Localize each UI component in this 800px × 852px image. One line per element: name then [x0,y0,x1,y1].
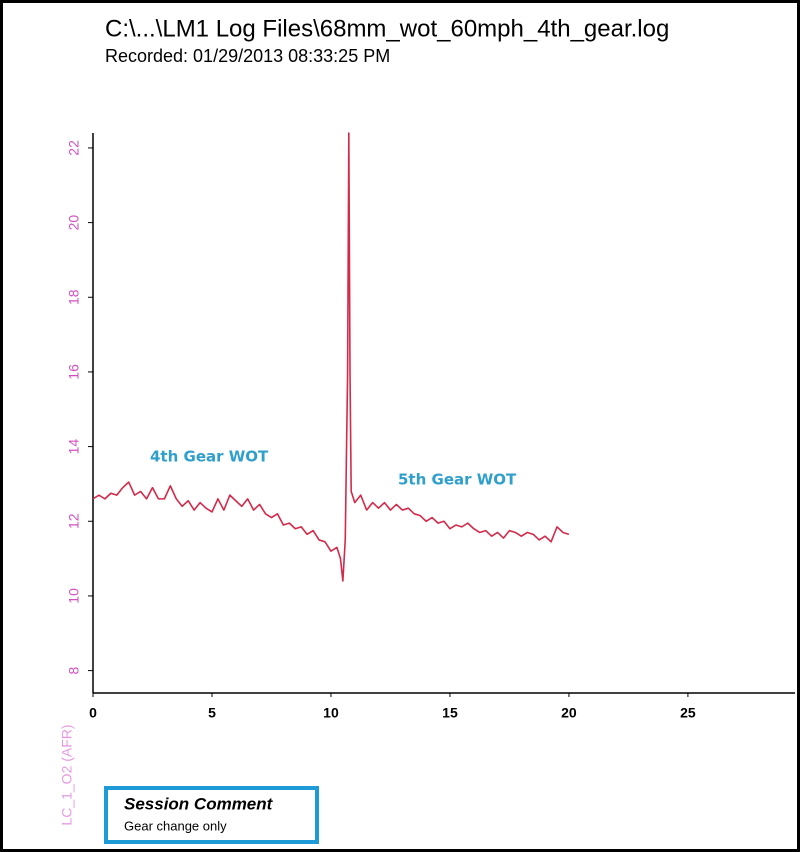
x-tick-label: 5 [208,705,216,721]
chart-title: C:\...\LM1 Log Files\68mm_wot_60mph_4th_… [105,15,669,42]
y-tick-label: 8 [66,666,82,674]
comment-title: Session Comment [124,794,274,813]
y-tick-label: 18 [66,289,82,305]
y-tick-label: 14 [66,439,82,455]
annotation: 5th Gear WOT [398,471,517,489]
y-tick-label: 22 [66,140,82,156]
y-tick-label: 20 [66,215,82,231]
x-tick-label: 25 [680,705,696,721]
comment-box [104,786,319,844]
x-tick-label: 20 [561,705,577,721]
y-tick-label: 12 [66,513,82,529]
y-axis-label: LC_1_O2 (AFR) [59,724,75,825]
x-tick-label: 15 [442,705,458,721]
data-line [92,132,570,582]
y-tick-label: 10 [66,588,82,604]
x-tick-label: 0 [89,705,97,721]
y-tick-label: 16 [66,364,82,380]
annotation: 4th Gear WOT [150,448,269,466]
chart-subtitle: Recorded: 01/29/2013 08:33:25 PM [105,46,390,66]
x-tick-label: 10 [323,705,339,721]
comment-text: Gear change only [124,818,227,833]
